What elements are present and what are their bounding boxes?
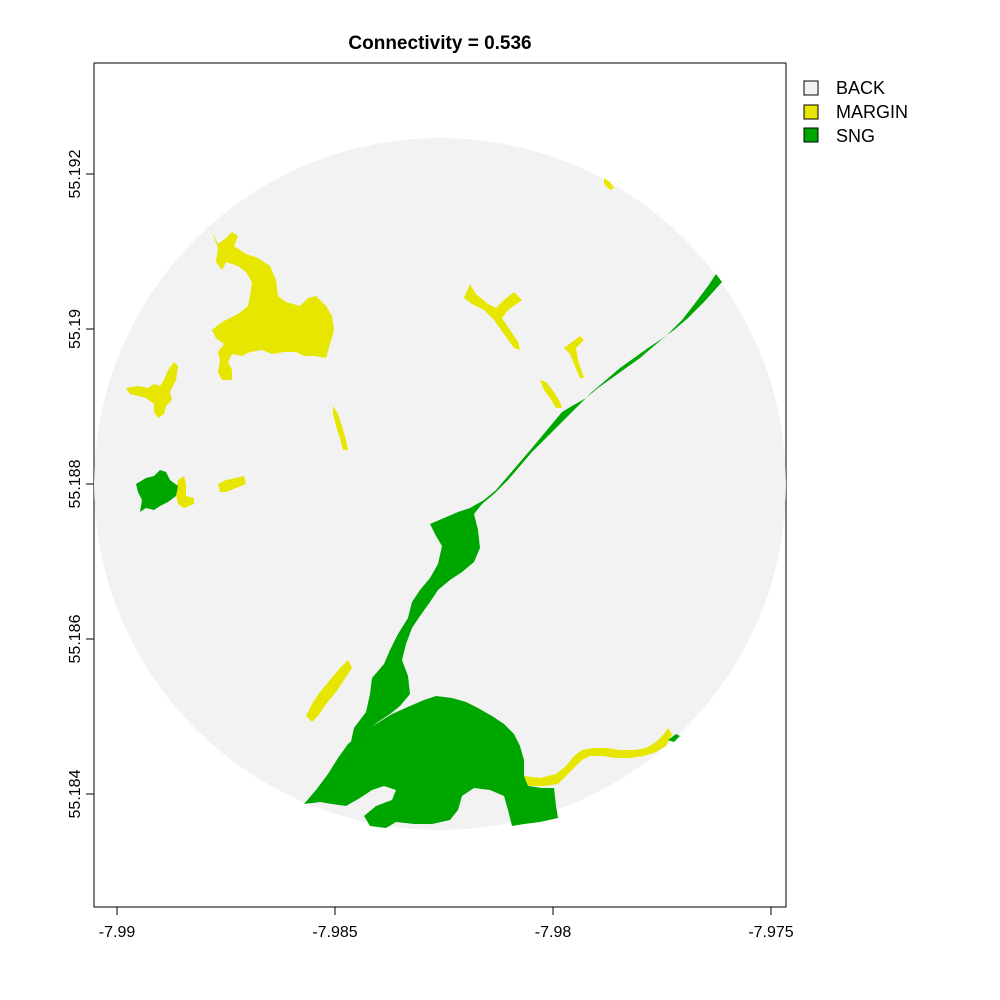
margin-patch-northwest-large: [212, 232, 334, 380]
x-tick-label: -7.985: [312, 924, 357, 941]
margin-patch-north-edge: [604, 178, 614, 190]
margin-patch-thin-center: [333, 406, 348, 450]
sng-patch-west-small: [136, 470, 178, 512]
margin-patch-center-thin: [540, 380, 562, 408]
y-tick-label: 55.192: [67, 149, 84, 198]
margin-patch-southwest-strip: [306, 660, 352, 722]
margin-patch-west-block: [176, 476, 194, 508]
legend-label-margin: MARGIN: [836, 102, 908, 122]
legend: BACK MARGIN SNG: [803, 78, 908, 146]
y-tick-label: 55.186: [67, 614, 84, 663]
x-tick-label: -7.99: [99, 924, 136, 941]
plot-title: Connectivity = 0.536: [348, 33, 531, 54]
legend-label-sng: SNG: [836, 126, 875, 146]
sng-patches: [136, 274, 722, 828]
legend-label-back: BACK: [836, 78, 885, 98]
sng-patch-southeast-edge: [668, 734, 680, 742]
margin-patch-southeast-strip: [524, 728, 672, 786]
legend-swatch-back: [803, 80, 819, 96]
margin-patch-west-strip: [218, 476, 246, 492]
y-tick-label: 55.184: [67, 769, 84, 818]
y-tick-label: 55.188: [67, 459, 84, 508]
x-axis: -7.99 -7.985 -7.98 -7.975: [99, 907, 794, 941]
y-tick-label: 55.19: [67, 309, 84, 349]
plot-frame: [93, 62, 787, 908]
margin-patch-north-center: [464, 284, 522, 350]
margin-patches: [126, 178, 672, 786]
x-tick-label: -7.98: [535, 924, 572, 941]
sng-patch-south-large: [304, 696, 558, 828]
x-tick-label: -7.975: [748, 924, 793, 941]
sng-patch-main-corridor: [350, 274, 722, 746]
legend-swatch-sng: [803, 127, 819, 143]
y-axis: 55.192 55.19 55.188 55.186 55.184: [67, 149, 94, 818]
margin-patch-east-thin: [564, 336, 584, 378]
margin-patch-west-small: [126, 362, 178, 418]
legend-swatch-margin: [803, 104, 819, 120]
